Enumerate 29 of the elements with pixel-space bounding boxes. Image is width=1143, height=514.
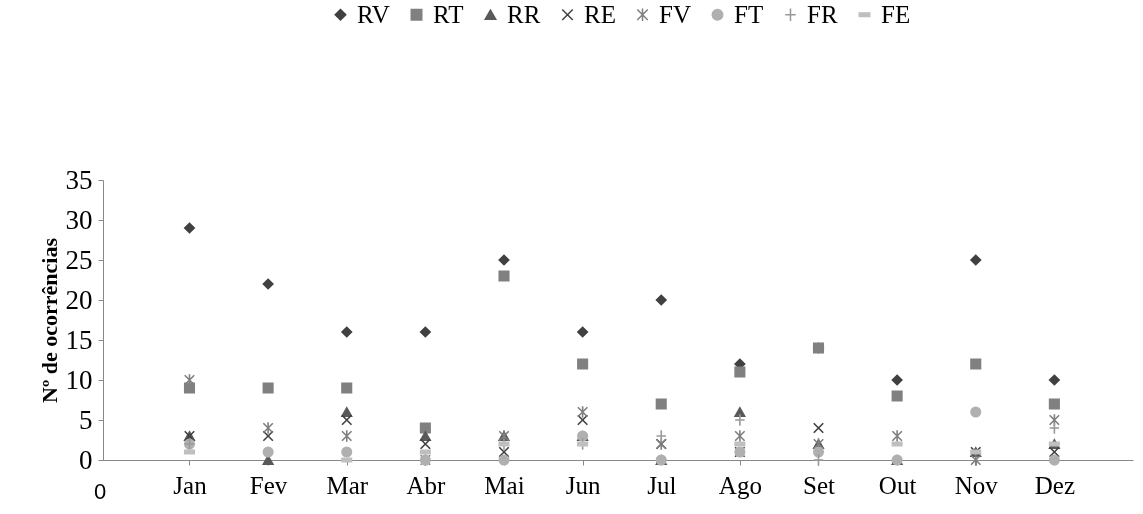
legend-label: RE (584, 0, 616, 28)
y-tick-label: 10 (65, 364, 93, 395)
x-tick-label: Jan (173, 471, 208, 499)
x-tick-label: Fev (249, 471, 288, 499)
y-axis-title: Nº de ocorrências (36, 237, 62, 403)
x-tick-label: Mar (326, 471, 369, 499)
x-tick-label: Jul (647, 471, 677, 499)
legend-label: RV (357, 0, 390, 28)
x-tick-label: Out (878, 471, 917, 499)
x-tick-label: Mai (484, 471, 525, 499)
x-tick-label: Abr (406, 471, 446, 499)
y-tick-label: 5 (79, 404, 93, 435)
x-tick-label: Jun (565, 471, 601, 499)
y-tick-label: 20 (65, 284, 93, 315)
x-tick-label: Ago (718, 471, 762, 499)
y-tick-label: 30 (65, 204, 93, 235)
legend-label: FE (881, 0, 911, 28)
x-tick-label: Dez (1034, 471, 1075, 499)
x-tick-label: Nov (954, 471, 999, 499)
y-tick-label: 15 (65, 324, 93, 355)
legend-label: FT (734, 0, 764, 28)
y-tick-label: 0 (79, 444, 93, 475)
y-tick-label: 35 (65, 164, 93, 195)
legend-label: FV (659, 0, 691, 28)
legend-label: RR (507, 0, 541, 28)
legend-label: RT (433, 0, 464, 28)
x-tick-label: Set (803, 471, 836, 499)
legend-label: FR (807, 0, 838, 28)
y-tick-label: 25 (65, 244, 93, 275)
